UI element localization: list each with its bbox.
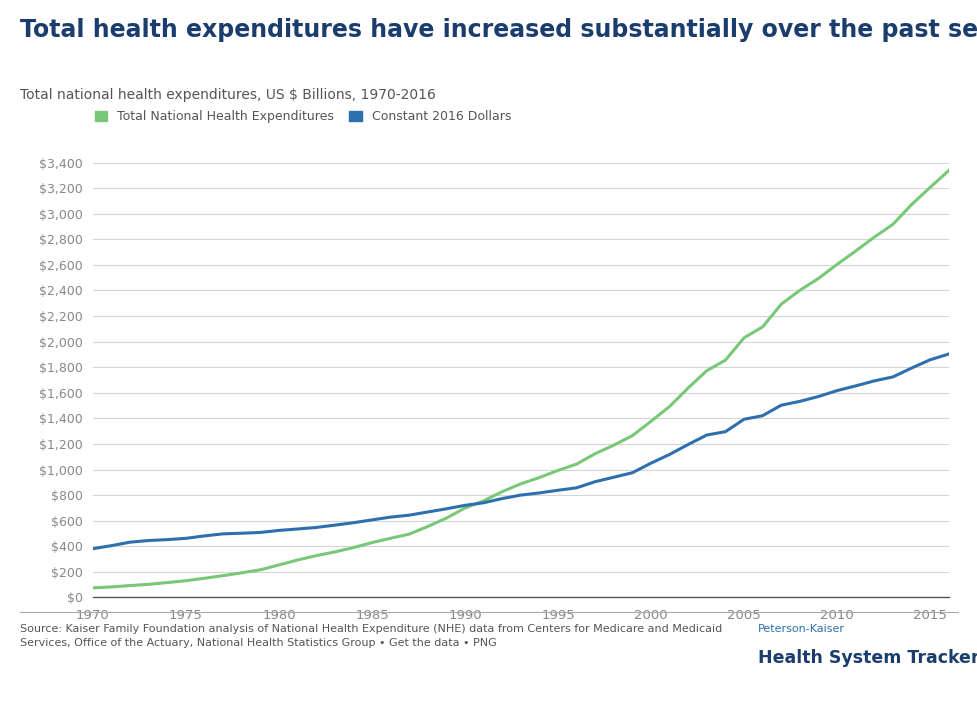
Text: Source: Kaiser Family Foundation analysis of National Health Expenditure (NHE) d: Source: Kaiser Family Foundation analysi… bbox=[20, 624, 721, 648]
Text: Health System Tracker: Health System Tracker bbox=[757, 649, 977, 667]
Text: Peterson-Kaiser: Peterson-Kaiser bbox=[757, 624, 844, 633]
Legend: Total National Health Expenditures, Constant 2016 Dollars: Total National Health Expenditures, Cons… bbox=[95, 110, 511, 123]
Text: Total health expenditures have increased substantially over the past several dec: Total health expenditures have increased… bbox=[20, 18, 977, 42]
Text: Total national health expenditures, US $ Billions, 1970-2016: Total national health expenditures, US $… bbox=[20, 88, 435, 103]
